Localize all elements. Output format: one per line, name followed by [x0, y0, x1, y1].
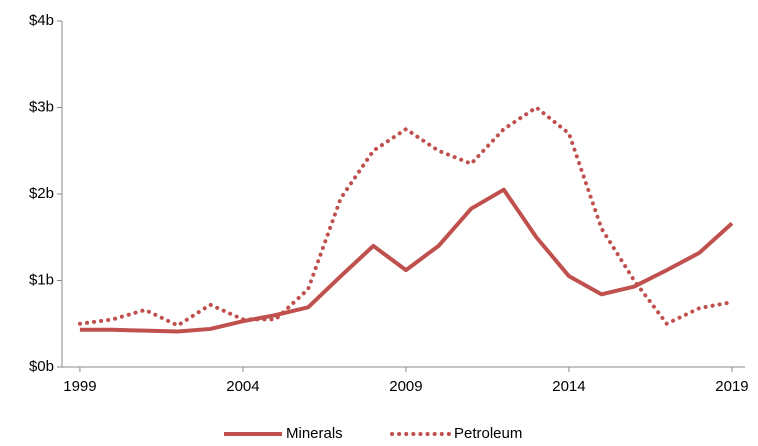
series-line	[77, 105, 734, 328]
x-tick-label: 2014	[552, 378, 585, 395]
legend-label: Petroleum	[454, 425, 522, 442]
x-tick-label: 2009	[389, 378, 422, 395]
y-tick-label: $4b	[29, 12, 54, 29]
series-line	[79, 187, 734, 334]
y-tick-label: $2b	[29, 185, 54, 202]
legend-label: Minerals	[286, 425, 343, 442]
y-tick-label: $3b	[29, 98, 54, 115]
y-tick-label: $1b	[29, 271, 54, 288]
x-tick-label: 2019	[715, 378, 748, 395]
x-tick-label: 2004	[226, 378, 259, 395]
y-tick-label: $0b	[29, 358, 54, 375]
x-tick-label: 1999	[63, 378, 96, 395]
